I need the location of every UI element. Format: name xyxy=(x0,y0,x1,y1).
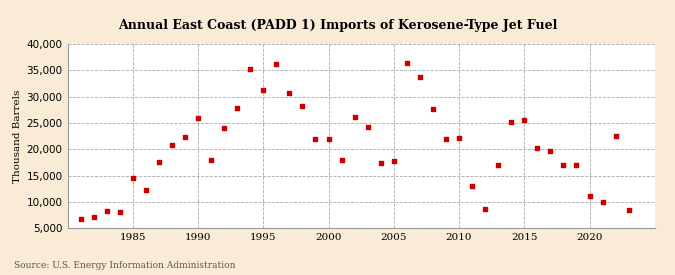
Point xyxy=(206,158,217,162)
Point xyxy=(571,163,582,167)
Point xyxy=(75,217,86,221)
Point xyxy=(623,208,634,212)
Point xyxy=(519,118,530,123)
Point xyxy=(388,159,399,164)
Point xyxy=(271,62,281,66)
Point xyxy=(427,107,438,111)
Point xyxy=(375,161,386,165)
Point xyxy=(167,142,178,147)
Point xyxy=(493,162,504,167)
Point xyxy=(480,207,491,211)
Point xyxy=(323,137,334,141)
Point xyxy=(284,91,295,95)
Point xyxy=(506,120,516,125)
Point xyxy=(232,106,242,111)
Point xyxy=(128,176,138,180)
Point xyxy=(454,136,464,141)
Point xyxy=(258,88,269,92)
Point xyxy=(310,137,321,141)
Point xyxy=(88,214,99,219)
Point xyxy=(192,116,203,120)
Point xyxy=(466,184,477,188)
Point xyxy=(402,61,412,66)
Point xyxy=(545,149,556,154)
Text: Source: U.S. Energy Information Administration: Source: U.S. Energy Information Administ… xyxy=(14,260,235,270)
Point xyxy=(101,209,112,214)
Point xyxy=(336,158,347,162)
Point xyxy=(297,104,308,108)
Point xyxy=(219,126,230,130)
Point xyxy=(362,125,373,129)
Point xyxy=(414,75,425,79)
Point xyxy=(584,193,595,198)
Point xyxy=(114,210,125,215)
Point xyxy=(140,188,151,192)
Point xyxy=(180,135,190,139)
Point xyxy=(349,114,360,119)
Text: Annual East Coast (PADD 1) Imports of Kerosene-Type Jet Fuel: Annual East Coast (PADD 1) Imports of Ke… xyxy=(118,19,557,32)
Point xyxy=(441,137,452,141)
Point xyxy=(245,67,256,72)
Point xyxy=(532,145,543,150)
Point xyxy=(558,163,569,167)
Y-axis label: Thousand Barrels: Thousand Barrels xyxy=(14,89,22,183)
Point xyxy=(597,200,608,204)
Point xyxy=(153,160,164,165)
Point xyxy=(610,134,621,138)
